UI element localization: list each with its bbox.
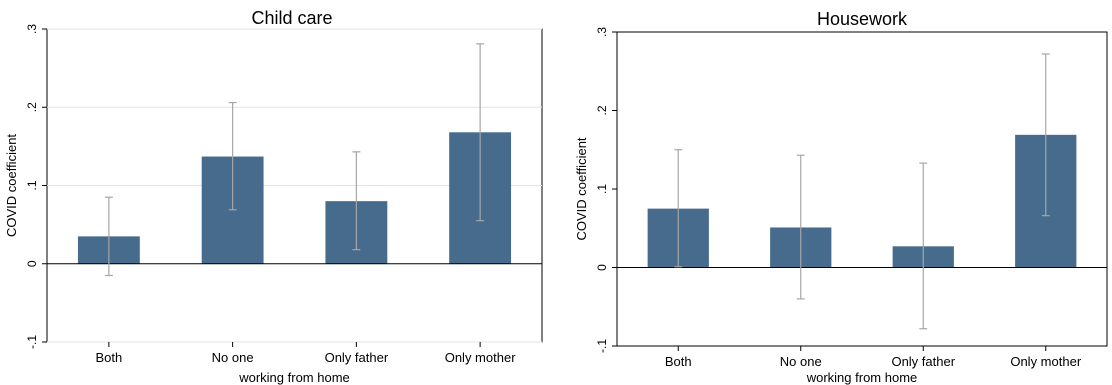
panel-title: Housework bbox=[817, 9, 908, 29]
x-tick-label: Both bbox=[665, 354, 692, 369]
x-tick-label: Only mother bbox=[1010, 354, 1081, 369]
child-care-panel: Child care working from home COVID coeff… bbox=[4, 8, 543, 385]
panel-title: Child care bbox=[251, 8, 332, 28]
x-tick-label: No one bbox=[780, 354, 822, 369]
y-tick-label: -.1 bbox=[595, 339, 609, 353]
y-tick-label: .2 bbox=[595, 105, 609, 115]
y-tick-label: .3 bbox=[595, 27, 609, 37]
y-axis-label: COVID coefficient bbox=[574, 137, 589, 240]
housework-panel: Housework working from home COVID coeffi… bbox=[574, 9, 1108, 385]
y-tick-label: .1 bbox=[25, 180, 39, 190]
x-axis-label: working from home bbox=[806, 370, 918, 385]
y-tick-label: .3 bbox=[25, 24, 39, 34]
y-tick-label: 0 bbox=[25, 260, 39, 267]
y-tick-label: .1 bbox=[595, 184, 609, 194]
x-tick-label: Both bbox=[96, 350, 123, 365]
y-tick-label: 0 bbox=[595, 264, 609, 271]
y-tick-label: .2 bbox=[25, 102, 39, 112]
x-tick-label: Only father bbox=[891, 354, 955, 369]
y-tick-label: -.1 bbox=[25, 335, 39, 349]
x-tick-label: Only mother bbox=[445, 350, 516, 365]
x-tick-label: Only father bbox=[325, 350, 389, 365]
x-axis-label: working from home bbox=[238, 370, 350, 385]
x-tick-label: No one bbox=[212, 350, 254, 365]
y-axis-label: COVID coefficient bbox=[4, 134, 19, 237]
